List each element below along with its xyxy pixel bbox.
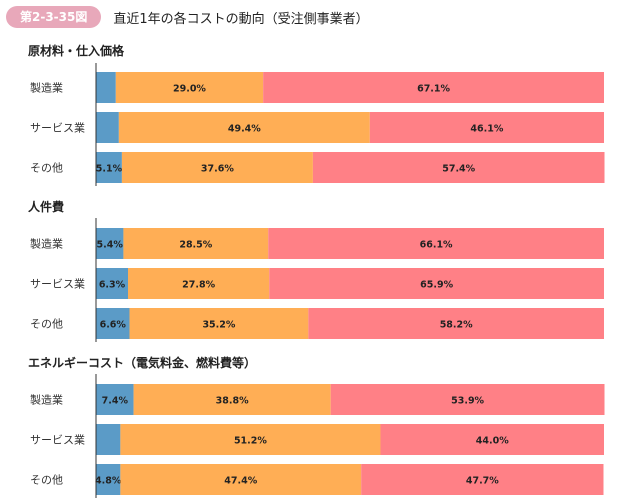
data-label: 58.2% bbox=[440, 320, 473, 331]
category-label: 製造業 bbox=[30, 81, 63, 95]
bar-segment-2 bbox=[118, 112, 370, 143]
bar-segment-2 bbox=[115, 72, 264, 103]
data-label: 29.0% bbox=[173, 84, 206, 95]
bar-row-other: その他 4.8% 47.4% 47.7% bbox=[30, 464, 604, 495]
data-label: 38.8% bbox=[216, 396, 249, 407]
panel-title: エネルギーコスト（電気料金、燃料費等） bbox=[28, 355, 256, 370]
data-label: 4.8% bbox=[95, 476, 122, 487]
data-label: 5.4% bbox=[97, 240, 124, 251]
data-label: 37.6% bbox=[201, 164, 234, 175]
bar-segment-3 bbox=[380, 424, 604, 455]
bar-segment-1 bbox=[96, 72, 116, 103]
bar-segment-3 bbox=[268, 228, 604, 259]
bar-segment-3 bbox=[361, 464, 604, 495]
bar-segment-2 bbox=[120, 424, 381, 455]
bar-segment-1 bbox=[96, 268, 129, 299]
chart-panel-3: エネルギーコスト（電気料金、燃料費等） 製造業 7.4% 38.8% 53.9% サービス… bbox=[28, 355, 605, 498]
data-label: 46.1% bbox=[470, 124, 503, 135]
bar-segment-3 bbox=[330, 384, 605, 415]
bar-segment-1 bbox=[96, 424, 121, 455]
bar-segment-2 bbox=[120, 464, 362, 495]
data-label: 44.0% bbox=[476, 436, 509, 447]
bar-segment-3 bbox=[263, 72, 604, 103]
figure-title: 直近1年の各コストの動向（受注側事業者） bbox=[113, 11, 369, 27]
bar-row-manufacturing: 製造業 29.0% 67.1% bbox=[30, 72, 604, 103]
data-label: 53.9% bbox=[451, 396, 484, 407]
category-label: サービス業 bbox=[30, 434, 85, 447]
data-label: 66.1% bbox=[420, 240, 453, 251]
data-label: 35.2% bbox=[202, 320, 235, 331]
bar-segment-1 bbox=[96, 464, 121, 495]
bar-segment-1 bbox=[96, 228, 124, 259]
category-label: その他 bbox=[30, 474, 63, 487]
category-label: サービス業 bbox=[30, 122, 85, 135]
data-label: 6.6% bbox=[100, 320, 127, 331]
figure-number-badge: 第2-3-35図 bbox=[6, 6, 102, 28]
bar-segment-2 bbox=[129, 308, 309, 339]
bar-segment-2 bbox=[121, 152, 313, 183]
category-label: 製造業 bbox=[30, 393, 63, 407]
bar-row-other: その他 5.1% 37.6% 57.4% bbox=[30, 152, 605, 183]
bar-segment-2 bbox=[133, 384, 331, 415]
data-label: 27.8% bbox=[182, 280, 215, 291]
bar-segment-3 bbox=[312, 152, 605, 183]
bar-segment-2 bbox=[128, 268, 270, 299]
bar-segment-3 bbox=[269, 268, 604, 299]
bar-row-manufacturing: 製造業 5.4% 28.5% 66.1% bbox=[30, 228, 604, 259]
bar-row-other: その他 6.6% 35.2% 58.2% bbox=[30, 308, 604, 339]
bar-row-manufacturing: 製造業 7.4% 38.8% 53.9% bbox=[30, 384, 605, 415]
bar-segment-2 bbox=[123, 228, 269, 259]
panel-title: 人件費 bbox=[28, 199, 64, 214]
bar-segment-3 bbox=[308, 308, 604, 339]
data-label: 47.7% bbox=[466, 476, 499, 487]
data-label: 28.5% bbox=[179, 240, 212, 251]
data-label: 47.4% bbox=[224, 476, 257, 487]
panel-title: 原材料・仕入価格 bbox=[28, 43, 125, 58]
bar-segment-1 bbox=[96, 152, 122, 183]
data-label: 65.9% bbox=[420, 280, 453, 291]
category-label: その他 bbox=[30, 162, 63, 175]
data-label: 6.3% bbox=[99, 280, 126, 291]
data-label: 51.2% bbox=[234, 436, 267, 447]
data-label: 49.4% bbox=[228, 124, 261, 135]
data-label: 7.4% bbox=[102, 396, 129, 407]
category-label: 製造業 bbox=[30, 237, 63, 251]
figure-header: 第2-3-35図 直近1年の各コストの動向（受注側事業者） bbox=[6, 6, 369, 28]
category-label: サービス業 bbox=[30, 278, 85, 291]
data-label: 67.1% bbox=[417, 84, 450, 95]
bar-row-services: サービス業 49.4% 46.1% bbox=[30, 112, 604, 143]
bar-row-services: サービス業 6.3% 27.8% 65.9% bbox=[30, 268, 604, 299]
bar-segment-1 bbox=[96, 308, 130, 339]
bar-segment-1 bbox=[96, 112, 119, 143]
bar-segment-1 bbox=[96, 384, 134, 415]
data-label: 57.4% bbox=[442, 164, 475, 175]
category-label: その他 bbox=[30, 318, 63, 331]
bar-row-services: サービス業 51.2% 44.0% bbox=[30, 424, 604, 455]
data-label: 5.1% bbox=[96, 164, 123, 175]
bar-segment-3 bbox=[369, 112, 604, 143]
